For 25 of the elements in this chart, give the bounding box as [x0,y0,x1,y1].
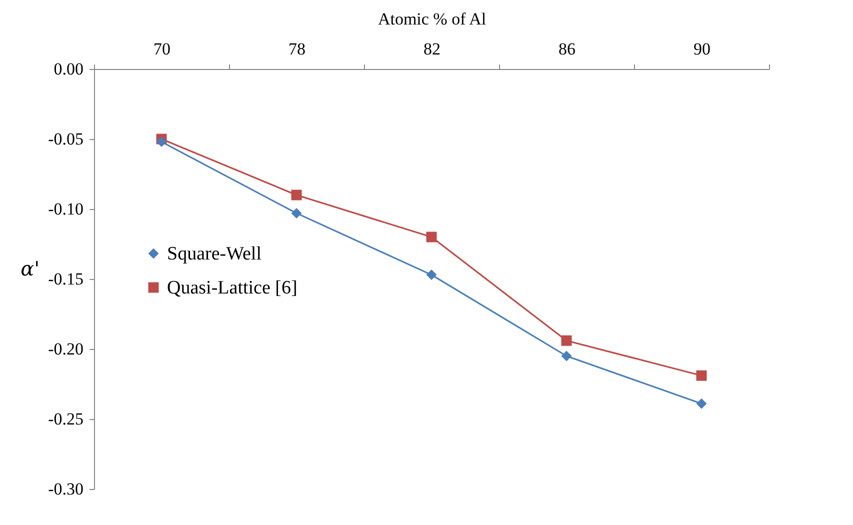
y-axis-title: α' [20,256,40,280]
y-tick-label: 0.00 [54,60,84,78]
y-tick-label: -0.25 [48,410,84,428]
point [561,335,572,346]
x-tick-label: 90 [694,40,710,58]
x-tick-label: 78 [288,40,306,58]
point [426,270,437,280]
point [696,370,707,381]
y-tick-label: -0.05 [48,130,84,148]
point [291,190,302,200]
point [426,232,437,242]
point [696,398,707,409]
y-tick-label: -0.10 [48,200,84,218]
legend-label: Quasi-Lattice [6] [167,278,298,298]
y-tick-label: -0.30 [48,480,84,498]
x-tick-label: 82 [424,40,440,58]
x-axis-title: Atomic % of Al [378,10,486,28]
y-tick-label: -0.20 [48,340,84,358]
x-tick-label: 86 [558,40,576,58]
point [561,350,572,362]
point [156,136,167,148]
legend-label: Square-Well [167,244,262,264]
y-tick-label: -0.15 [48,270,84,288]
x-tick-label: 70 [154,40,170,58]
point [291,208,302,218]
